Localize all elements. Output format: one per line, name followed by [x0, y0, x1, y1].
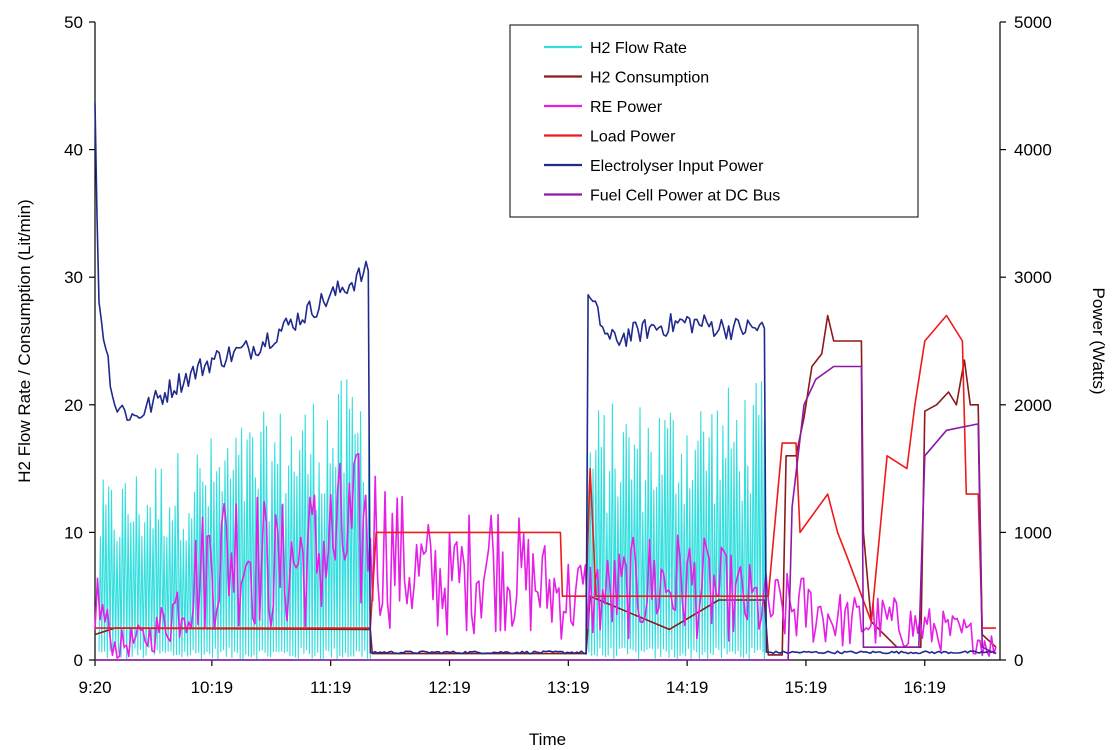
x-tick-label: 10:19: [191, 678, 234, 697]
x-tick-label: 11:19: [310, 678, 351, 697]
y-left-tick-label: 20: [64, 396, 83, 415]
x-tick-label: 12:19: [428, 678, 471, 697]
y-left-tick-label: 10: [64, 523, 83, 542]
x-tick-label: 16:19: [903, 678, 946, 697]
series-line-electrolyser-input-power: [94, 103, 997, 655]
series-line-h2-consumption: [94, 314, 997, 656]
legend-label-load-power: Load Power: [590, 129, 676, 146]
y-left-tick-label: 0: [74, 651, 83, 670]
x-axis-title: Time: [529, 730, 566, 749]
y-left-tick-label: 40: [64, 141, 83, 160]
y-left-tick-label: 50: [64, 13, 83, 32]
plot-area: [94, 103, 997, 661]
legend-label-fuel-cell-power-at-dc-bus: Fuel Cell Power at DC Bus: [590, 188, 780, 205]
legend-label-h2-flow-rate: H2 Flow Rate: [590, 40, 687, 57]
y-right-tick-label: 0: [1014, 651, 1023, 670]
series-line-fuel-cell-power-at-dc-bus: [95, 365, 997, 661]
x-tick-label: 13:19: [547, 678, 590, 697]
legend-box: [509, 24, 919, 218]
x-tick-label: 9:20: [78, 678, 111, 697]
y-right-tick-label: 3000: [1014, 268, 1052, 287]
y-right-tick-label: 1000: [1014, 523, 1052, 542]
y-left-tick-label: 30: [64, 268, 83, 287]
y-right-tick-label: 4000: [1014, 141, 1052, 160]
legend-label-h2-consumption: H2 Consumption: [590, 70, 709, 87]
legend-label-electrolyser-input-power: Electrolyser Input Power: [590, 158, 764, 175]
axes: 0 10 20 30 40 50 0 1000 2000 3000 4000 5000 9:20 10:1…: [15, 13, 1108, 749]
series-line-re-power: [94, 452, 997, 659]
y-right-tick-label: 5000: [1014, 13, 1052, 32]
y-left-axis-title: H2 Flow Rate / Consumption (Lit/min): [15, 199, 34, 482]
legend-label-re-power: RE Power: [590, 99, 663, 116]
x-tick-label: 14:19: [666, 678, 709, 697]
y-right-axis-title: Power (Watts): [1089, 287, 1108, 394]
x-tick-label: 15:19: [785, 678, 828, 697]
legend: H2 Flow Rate H2 Consumption RE Power Load P…: [509, 24, 919, 218]
series-line-load-power: [95, 314, 996, 629]
y-right-tick-label: 2000: [1014, 396, 1052, 415]
